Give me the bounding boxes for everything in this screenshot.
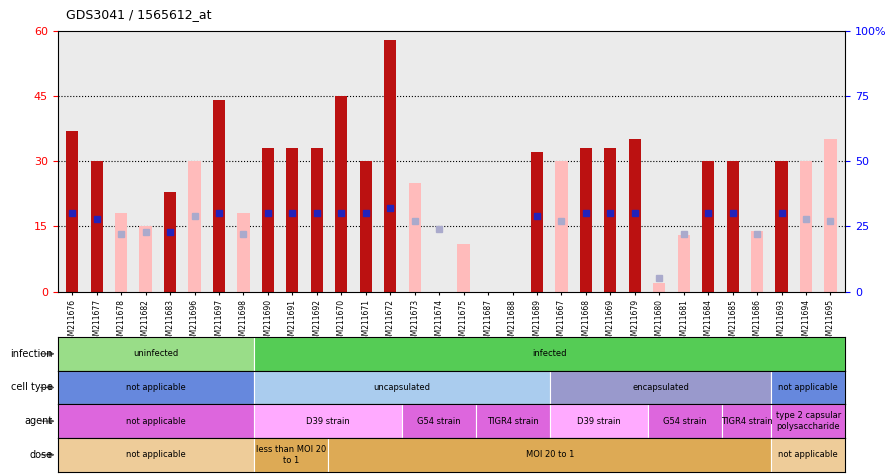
- Text: not applicable: not applicable: [779, 383, 838, 392]
- Bar: [825, 139, 836, 292]
- Bar: [727, 161, 739, 292]
- Bar: [531, 153, 543, 292]
- Text: G54 strain: G54 strain: [417, 417, 461, 426]
- Bar: [164, 191, 176, 292]
- Text: uninfected: uninfected: [134, 349, 179, 358]
- Bar: [653, 283, 666, 292]
- Bar: [800, 161, 812, 292]
- Bar: [255, 404, 402, 438]
- Text: agent: agent: [25, 416, 53, 426]
- Bar: [328, 438, 772, 472]
- Bar: [140, 227, 151, 292]
- Bar: [58, 404, 255, 438]
- Text: G54 strain: G54 strain: [664, 417, 707, 426]
- Bar: [255, 337, 845, 371]
- Bar: [580, 148, 592, 292]
- Bar: [90, 161, 103, 292]
- Bar: [335, 96, 348, 292]
- Bar: [550, 371, 772, 404]
- Bar: [262, 148, 274, 292]
- Bar: [772, 438, 845, 472]
- Bar: [66, 131, 78, 292]
- Text: D39 strain: D39 strain: [577, 417, 621, 426]
- Text: infected: infected: [533, 349, 567, 358]
- Text: infection: infection: [11, 349, 53, 359]
- Bar: [359, 161, 372, 292]
- Text: encapsulated: encapsulated: [632, 383, 689, 392]
- Text: type 2 capsular
polysaccharide: type 2 capsular polysaccharide: [775, 411, 841, 431]
- Text: TIGR4 strain: TIGR4 strain: [721, 417, 773, 426]
- Bar: [58, 371, 255, 404]
- Text: not applicable: not applicable: [126, 383, 186, 392]
- Text: less than MOI 20
to 1: less than MOI 20 to 1: [257, 445, 327, 465]
- Text: dose: dose: [30, 450, 53, 460]
- Text: not applicable: not applicable: [126, 417, 186, 426]
- Bar: [213, 100, 225, 292]
- Bar: [476, 404, 550, 438]
- Bar: [255, 438, 328, 472]
- Text: not applicable: not applicable: [779, 450, 838, 459]
- Bar: [384, 39, 396, 292]
- Bar: [58, 337, 255, 371]
- Text: D39 strain: D39 strain: [306, 417, 350, 426]
- Bar: [58, 438, 255, 472]
- Bar: [722, 404, 772, 438]
- Bar: [237, 213, 250, 292]
- Bar: [550, 404, 648, 438]
- Bar: [751, 231, 763, 292]
- Bar: [311, 148, 323, 292]
- Bar: [775, 161, 788, 292]
- Bar: [604, 148, 617, 292]
- Bar: [115, 213, 127, 292]
- Bar: [458, 244, 470, 292]
- Text: GDS3041 / 1565612_at: GDS3041 / 1565612_at: [66, 9, 212, 21]
- Bar: [286, 148, 298, 292]
- Bar: [678, 235, 689, 292]
- Text: uncapsulated: uncapsulated: [373, 383, 431, 392]
- Text: TIGR4 strain: TIGR4 strain: [487, 417, 539, 426]
- Bar: [772, 371, 845, 404]
- Text: cell type: cell type: [12, 383, 53, 392]
- Bar: [648, 404, 722, 438]
- Bar: [628, 139, 641, 292]
- Bar: [555, 161, 567, 292]
- Bar: [402, 404, 476, 438]
- Bar: [409, 183, 420, 292]
- Bar: [772, 404, 845, 438]
- Text: MOI 20 to 1: MOI 20 to 1: [526, 450, 574, 459]
- Bar: [255, 371, 550, 404]
- Bar: [189, 161, 201, 292]
- Bar: [702, 161, 714, 292]
- Text: not applicable: not applicable: [126, 450, 186, 459]
